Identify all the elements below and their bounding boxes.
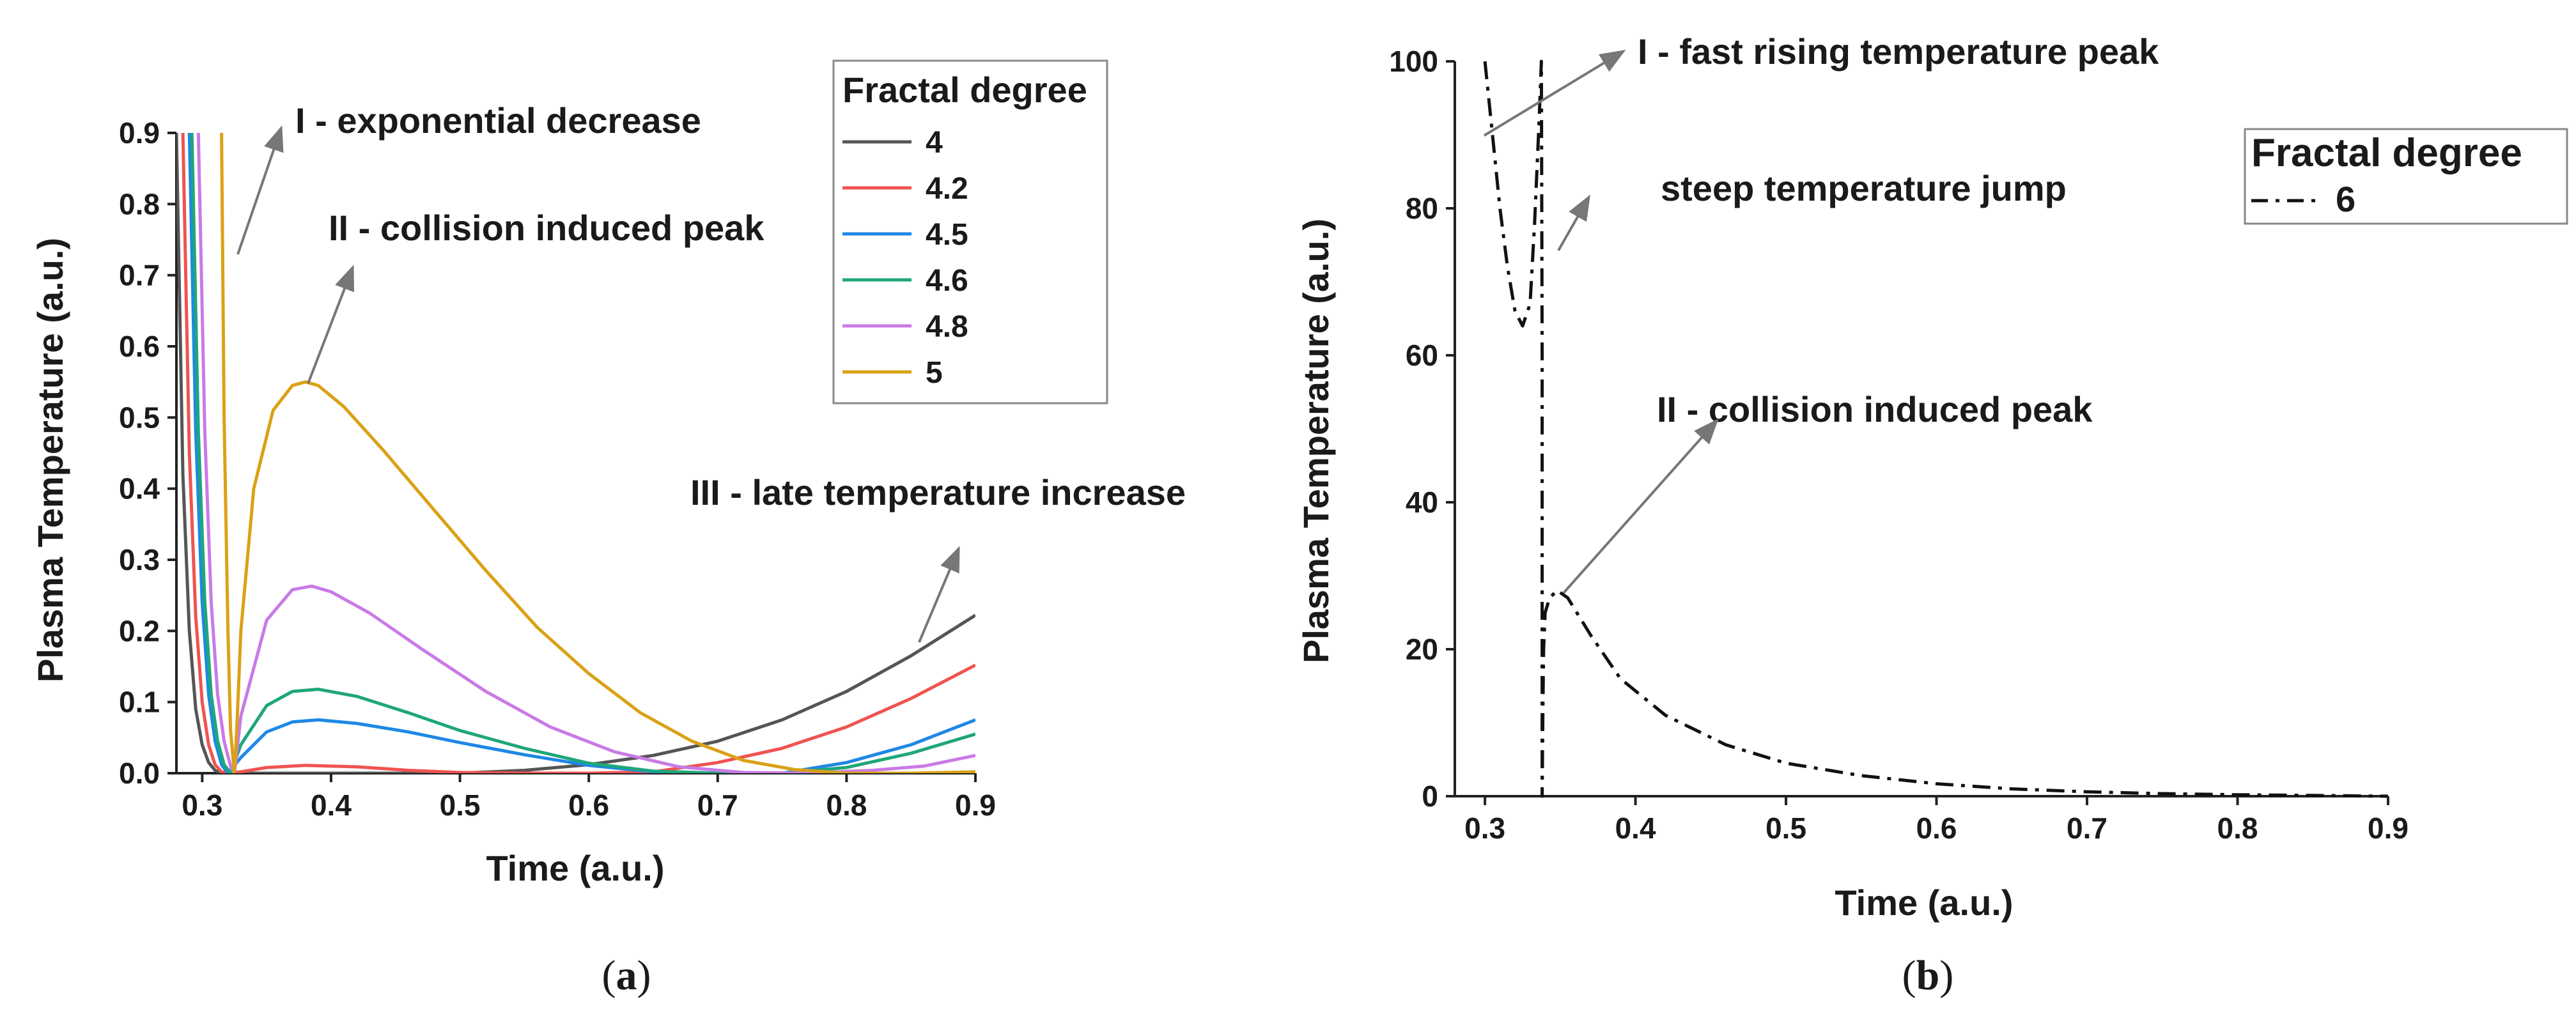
panel-a-ytick-label: 0.4 <box>119 472 160 505</box>
panel-a-ytick-label: 0.7 <box>119 259 160 292</box>
panel-b-xtick-label: 0.7 <box>2067 812 2107 845</box>
panel-a-xtick-label: 0.7 <box>697 789 738 822</box>
panel-a-ytick-label: 0.8 <box>119 187 160 220</box>
panel-a-series-5 <box>220 133 975 773</box>
panel-b-ticks: 0.3 0.4 0.5 0.6 0.7 0.8 0.9 0 20 40 60 80 100 <box>1389 45 2409 845</box>
panel-a-legend-box <box>832 59 1108 404</box>
panel-a-series <box>176 133 975 773</box>
panel-a-xtick-label: 0.8 <box>826 789 867 822</box>
panel-b-ytick-label: 20 <box>1406 633 1438 666</box>
panel-b-arrow-3 <box>1562 419 1719 594</box>
legend-label-4-6: 4.6 <box>926 264 968 298</box>
panel-b-annotation-1: I - fast rising temperature peak <box>1638 31 2159 72</box>
panel-b-ylabel: Plasma Temperature (a.u.) <box>1296 219 1336 663</box>
panel-b-xlabel: Time (a.u.) <box>1835 882 2013 923</box>
panel-a-arrow-3 <box>918 546 960 643</box>
panel-a-ticks: 0.3 0.4 0.5 0.6 0.7 0.8 0.9 0.0 0.1 0.2 0.3 0.4 0.5 0… <box>119 116 996 822</box>
legend-label-4-8: 4.8 <box>926 310 968 344</box>
panel-a-series-4-6 <box>190 133 975 773</box>
panel-a-label: (a) <box>602 952 651 999</box>
panel-a-ytick-label: 0.3 <box>119 543 160 576</box>
legend-label-6: 6 <box>2336 179 2355 219</box>
panel-b: 0.3 0.4 0.5 0.6 0.7 0.8 0.9 0 20 40 60 80 100 Time (… <box>1296 31 2568 999</box>
legend-label-4-2: 4.2 <box>926 172 968 206</box>
panel-a: 0.3 0.4 0.5 0.6 0.7 0.8 0.9 0.0 0.1 0.2 0.3 0.4 0.5 0… <box>30 59 1186 999</box>
panel-a-ytick-label: 0.9 <box>119 116 160 150</box>
panel-b-label: (b) <box>1902 952 1954 999</box>
panel-a-arrow-1 <box>237 125 284 255</box>
panel-b-xtick-label: 0.6 <box>1916 812 1957 845</box>
panel-b-arrow-1 <box>1483 49 1626 137</box>
panel-b-legend-box <box>2244 128 2568 225</box>
panel-a-annotation-2: II - collision induced peak <box>329 208 764 248</box>
panel-b-annotation-3: II - collision induced peak <box>1657 389 2093 429</box>
panel-a-xtick-label: 0.9 <box>955 789 996 822</box>
panel-a-ytick-label: 0.1 <box>119 686 160 719</box>
panel-a-arrow-2 <box>307 265 355 384</box>
panel-b-ytick-label: 100 <box>1389 45 1438 78</box>
panel-a-legend-title: Fractal degree <box>842 70 1087 110</box>
panel-b-xtick-label: 0.5 <box>1765 812 1806 845</box>
panel-b-legend: Fractal degree 6 <box>2244 128 2568 225</box>
panel-a-label-letter: a <box>616 952 637 999</box>
panel-a-series-4 <box>176 133 975 773</box>
panel-a-ylabel: Plasma Temperature (a.u.) <box>30 238 70 682</box>
panel-a-xtick-label: 0.5 <box>440 789 481 822</box>
panel-b-ytick-label: 40 <box>1406 486 1438 519</box>
legend-label-5: 5 <box>926 356 943 390</box>
panel-a-series-4-2 <box>181 133 975 773</box>
panel-b-xtick-label: 0.3 <box>1464 812 1505 845</box>
panel-b-series-6 <box>1483 59 2388 798</box>
panel-b-label-letter: b <box>1916 952 1940 999</box>
legend-label-4-5: 4.5 <box>926 218 968 252</box>
panel-a-xlabel: Time (a.u.) <box>486 848 664 888</box>
panel-a-series-4-5 <box>187 133 975 773</box>
panel-a-annotation-1: I - exponential decrease <box>295 100 701 141</box>
panel-a-series-4-8 <box>196 133 975 773</box>
panel-b-series <box>1483 59 2388 798</box>
panel-a-ytick-label: 0.6 <box>119 330 160 363</box>
panel-a-annotation-3: III - late temperature increase <box>690 472 1186 512</box>
panel-a-ytick-label: 0.2 <box>119 614 160 647</box>
panel-a-ytick-label: 0.5 <box>119 401 160 434</box>
panel-a-xtick-label: 0.3 <box>182 789 222 822</box>
panel-a-xtick-label: 0.4 <box>311 789 352 822</box>
panel-b-ytick-label: 60 <box>1406 339 1438 372</box>
panel-b-xtick-label: 0.8 <box>2217 812 2258 845</box>
panel-b-ytick-label: 0 <box>1422 780 1438 813</box>
panel-b-arrow-2 <box>1557 194 1590 251</box>
panel-b-xtick-label: 0.9 <box>2368 812 2409 845</box>
panel-a-legend: Fractal degree 4 4.2 4.5 4.6 4.8 5 <box>832 59 1108 404</box>
panel-b-xtick-label: 0.4 <box>1615 812 1656 845</box>
legend-label-4: 4 <box>926 126 943 160</box>
panel-a-ytick-label: 0.0 <box>119 757 160 790</box>
panel-b-ytick-label: 80 <box>1406 192 1438 225</box>
panel-b-legend-title: Fractal degree <box>2251 131 2522 175</box>
panel-b-annotation-2: steep temperature jump <box>1661 168 2067 208</box>
panel-a-xtick-label: 0.6 <box>568 789 609 822</box>
